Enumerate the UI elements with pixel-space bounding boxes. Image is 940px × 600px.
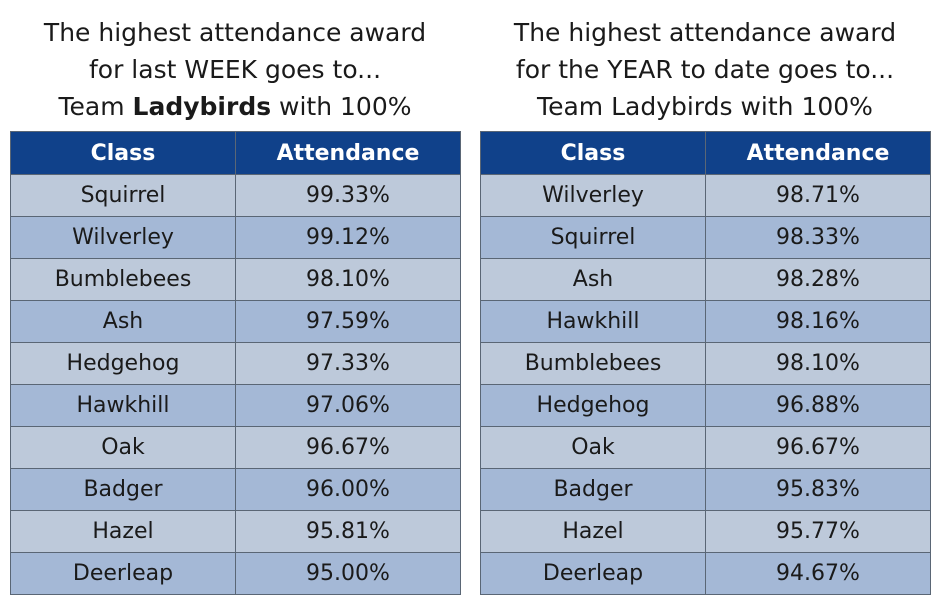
weekly-heading-line-2: for last WEEK goes to... [88, 55, 382, 84]
table-row: Badger 95.83% [480, 468, 931, 511]
attendance-cell: 95.00% [235, 552, 461, 595]
class-name-cell: Bumblebees [10, 258, 236, 301]
class-name-cell: Squirrel [10, 174, 236, 217]
class-name-cell: Ash [10, 300, 236, 343]
table-row: Wilverley 98.71% [480, 174, 931, 217]
table-header-row: Class Attendance [10, 131, 461, 175]
table-row: Wilverley 99.12% [10, 216, 461, 259]
attendance-cell: 94.67% [705, 552, 931, 595]
class-name-cell: Deerleap [480, 552, 706, 595]
class-name-cell: Badger [480, 468, 706, 511]
column-header-class: Class [10, 131, 236, 175]
attendance-cell: 98.10% [705, 342, 931, 385]
class-name-cell: Hedgehog [480, 384, 706, 427]
table-row: Hazel 95.77% [480, 510, 931, 553]
table-row: Oak 96.67% [480, 426, 931, 469]
yearly-award-heading: The highest attendance award for the YEA… [480, 0, 930, 131]
attendance-cell: 96.00% [235, 468, 461, 511]
attendance-cell: 97.33% [235, 342, 461, 385]
weekly-winner-team: Ladybirds [132, 92, 272, 121]
table-row: Bumblebees 98.10% [10, 258, 461, 301]
attendance-cell: 96.67% [705, 426, 931, 469]
attendance-cell: 96.88% [705, 384, 931, 427]
table-row: Badger 96.00% [10, 468, 461, 511]
class-name-cell: Wilverley [480, 174, 706, 217]
class-name-cell: Bumblebees [480, 342, 706, 385]
weekly-award-panel: The highest attendance award for last WE… [10, 0, 461, 595]
yearly-heading-line-2: for the YEAR to date goes to... [515, 55, 895, 84]
yearly-heading-line-3: Team Ladybirds with 100% [537, 92, 873, 121]
table-row: Squirrel 99.33% [10, 174, 461, 217]
attendance-cell: 98.71% [705, 174, 931, 217]
class-name-cell: Badger [10, 468, 236, 511]
attendance-cell: 95.77% [705, 510, 931, 553]
class-name-cell: Squirrel [480, 216, 706, 259]
table-row: Ash 98.28% [480, 258, 931, 301]
attendance-cell: 98.33% [705, 216, 931, 259]
table-row: Hawkhill 98.16% [480, 300, 931, 343]
class-name-cell: Hazel [10, 510, 236, 553]
class-name-cell: Deerleap [10, 552, 236, 595]
yearly-table-body: Wilverley 98.71% Squirrel 98.33% Ash 98.28% Ha… [480, 174, 931, 595]
column-header-attendance: Attendance [235, 131, 461, 175]
class-name-cell: Hawkhill [480, 300, 706, 343]
table-row: Hedgehog 96.88% [480, 384, 931, 427]
attendance-cell: 97.06% [235, 384, 461, 427]
weekly-heading-prefix: Team [58, 92, 133, 121]
weekly-heading-suffix: with 100% [271, 92, 412, 121]
class-name-cell: Ash [480, 258, 706, 301]
class-name-cell: Oak [10, 426, 236, 469]
yearly-award-panel: The highest attendance award for the YEA… [480, 0, 931, 595]
attendance-cell: 97.59% [235, 300, 461, 343]
attendance-cell: 99.33% [235, 174, 461, 217]
attendance-cell: 96.67% [235, 426, 461, 469]
table-row: Hawkhill 97.06% [10, 384, 461, 427]
weekly-table-body: Squirrel 99.33% Wilverley 99.12% Bumblebees 9… [10, 174, 461, 595]
class-name-cell: Hawkhill [10, 384, 236, 427]
table-row: Oak 96.67% [10, 426, 461, 469]
table-row: Bumblebees 98.10% [480, 342, 931, 385]
attendance-cell: 98.16% [705, 300, 931, 343]
table-header-row: Class Attendance [480, 131, 931, 175]
table-row: Squirrel 98.33% [480, 216, 931, 259]
class-name-cell: Hazel [480, 510, 706, 553]
table-row: Hazel 95.81% [10, 510, 461, 553]
class-name-cell: Hedgehog [10, 342, 236, 385]
table-row: Deerleap 95.00% [10, 552, 461, 595]
table-row: Hedgehog 97.33% [10, 342, 461, 385]
table-row: Ash 97.59% [10, 300, 461, 343]
class-name-cell: Oak [480, 426, 706, 469]
attendance-cell: 99.12% [235, 216, 461, 259]
yearly-attendance-table: Class Attendance Wilverley 98.71% Squirrel… [480, 131, 931, 595]
attendance-cell: 95.81% [235, 510, 461, 553]
table-row: Deerleap 94.67% [480, 552, 931, 595]
yearly-heading-line-1: The highest attendance award [513, 18, 897, 47]
column-header-attendance: Attendance [705, 131, 931, 175]
weekly-award-heading: The highest attendance award for last WE… [10, 0, 460, 131]
class-name-cell: Wilverley [10, 216, 236, 259]
attendance-cell: 98.10% [235, 258, 461, 301]
column-header-class: Class [480, 131, 706, 175]
weekly-heading-line-3: Team Ladybirds with 100% [10, 88, 460, 125]
attendance-cell: 95.83% [705, 468, 931, 511]
weekly-heading-line-1: The highest attendance award [43, 18, 427, 47]
attendance-cell: 98.28% [705, 258, 931, 301]
weekly-attendance-table: Class Attendance Squirrel 99.33% Wilverley… [10, 131, 461, 595]
